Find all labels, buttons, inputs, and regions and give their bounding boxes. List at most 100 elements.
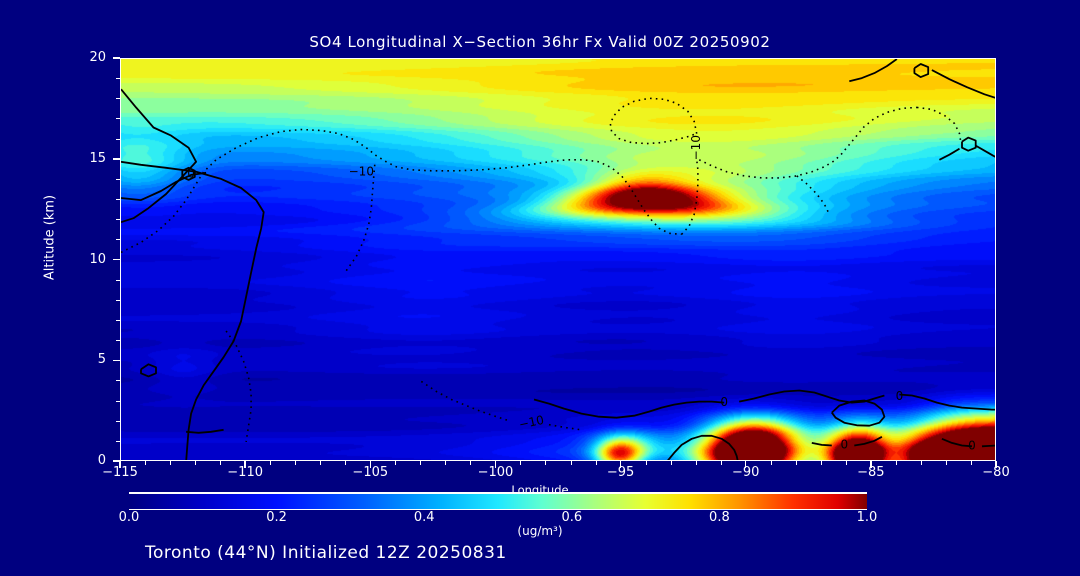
footer-caption: Toronto (44°N) Initialized 12Z 20250831 [145, 543, 507, 563]
y-tick-minor [116, 299, 120, 301]
y-tick-minor [116, 98, 120, 100]
contour-line-zero [854, 436, 883, 447]
x-tick-minor [170, 461, 172, 465]
contour-line-zero [121, 171, 207, 202]
x-tick [744, 461, 747, 468]
plot-area: 0 −10 −10 −10 0 0 0 0 [120, 58, 996, 461]
contour-line-zero [811, 442, 832, 447]
y-tick [113, 158, 120, 160]
contour-line-zero [121, 88, 197, 224]
contour-label: 0 [968, 438, 976, 452]
x-tick-label: −80 [982, 465, 1010, 480]
x-tick-minor [520, 461, 522, 465]
page-title: SO4 Longitudinal X−Section 36hr Fx Valid… [309, 33, 771, 51]
x-tick-minor [570, 461, 572, 465]
contour-line-minus10 [916, 106, 962, 142]
x-tick [494, 461, 497, 468]
x-tick-minor [270, 461, 272, 465]
x-tick-minor [845, 461, 847, 465]
contour-label: 0 [840, 437, 848, 451]
colorbar-tick-label: 0.4 [413, 510, 435, 525]
y-tick-minor [116, 239, 120, 241]
contour-line-zero [181, 166, 196, 181]
x-tick-minor [220, 461, 222, 465]
concentration-field [121, 59, 995, 460]
colorbar-tick-label: 0.2 [266, 510, 287, 525]
x-tick-minor [445, 461, 447, 465]
colorbar-tick-label: 0.0 [118, 510, 140, 525]
colorbar-tick-label: 0.8 [709, 510, 730, 525]
x-tick-minor [945, 461, 947, 465]
contour-label: 0 [720, 395, 728, 409]
contour-line-minus10 [548, 423, 582, 431]
contour-line-minus10 [681, 159, 699, 235]
y-tick-label: 0 [97, 453, 106, 468]
y-tick-minor [116, 400, 120, 402]
contour-line-zero [899, 393, 995, 411]
x-tick-minor [670, 461, 672, 465]
x-tick-minor [420, 461, 422, 465]
x-tick-minor [345, 461, 347, 465]
y-tick-minor [116, 340, 120, 342]
y-tick-minor [116, 199, 120, 201]
x-tick-label: −85 [857, 465, 885, 480]
x-tick [244, 461, 246, 468]
contour-line-zero [533, 398, 725, 419]
x-tick [995, 461, 997, 468]
x-tick-minor [545, 461, 547, 465]
x-tick [870, 461, 872, 468]
y-tick [113, 359, 120, 361]
contour-line-zero [186, 428, 224, 434]
contour-overlay: 0 −10 −10 −10 0 0 0 0 [121, 59, 995, 460]
contour-line-zero [961, 136, 977, 152]
x-tick-minor [970, 461, 972, 465]
contour-line-zero [938, 147, 960, 161]
y-tick-minor [116, 420, 120, 422]
x-tick-minor [145, 461, 147, 465]
contour-line-minus10 [796, 175, 831, 215]
x-tick-minor [645, 461, 647, 465]
y-tick-minor [116, 440, 120, 442]
contour-label: −10 [518, 413, 546, 432]
contour-line-zero [941, 437, 973, 448]
x-tick-label: −110 [227, 465, 263, 480]
y-tick [113, 258, 120, 261]
contour-line-zero [121, 160, 265, 460]
y-tick-minor [116, 219, 120, 221]
y-tick-minor [116, 178, 120, 180]
x-tick-minor [595, 461, 597, 465]
contour-line-zero [140, 363, 157, 378]
x-tick-minor [795, 461, 797, 465]
contour-line-minus10 [609, 97, 698, 145]
contour-line-minus10 [121, 128, 682, 254]
y-tick-minor [116, 118, 120, 120]
x-tick-label: −100 [477, 465, 514, 480]
x-tick [619, 461, 622, 468]
y-tick [113, 460, 120, 462]
x-tick-label: −105 [352, 465, 389, 480]
x-tick-minor [320, 461, 322, 465]
contour-line-zero [667, 434, 739, 460]
y-tick-label: 20 [89, 50, 106, 65]
x-tick [119, 461, 121, 468]
contour-line-zero [831, 399, 886, 427]
colorbar [129, 492, 867, 510]
y-tick-minor [116, 279, 120, 281]
x-tick-minor [470, 461, 472, 465]
x-tick-minor [895, 461, 897, 465]
y-tick-label: 5 [97, 352, 106, 368]
x-tick-minor [820, 461, 822, 465]
contour-line-zero [981, 444, 995, 448]
contour-line-zero [849, 59, 898, 83]
x-tick-label: −95 [606, 465, 635, 480]
x-tick-minor [695, 461, 697, 465]
x-tick-label: −90 [731, 465, 760, 480]
contour-line-minus10 [698, 106, 917, 179]
contour-line-zero [931, 69, 995, 99]
x-tick-label: −115 [102, 465, 138, 480]
contour-label: −10 [349, 164, 374, 178]
y-tick-minor [116, 78, 120, 80]
x-tick [369, 461, 372, 468]
colorbar-units: (ug/m³) [517, 524, 563, 538]
